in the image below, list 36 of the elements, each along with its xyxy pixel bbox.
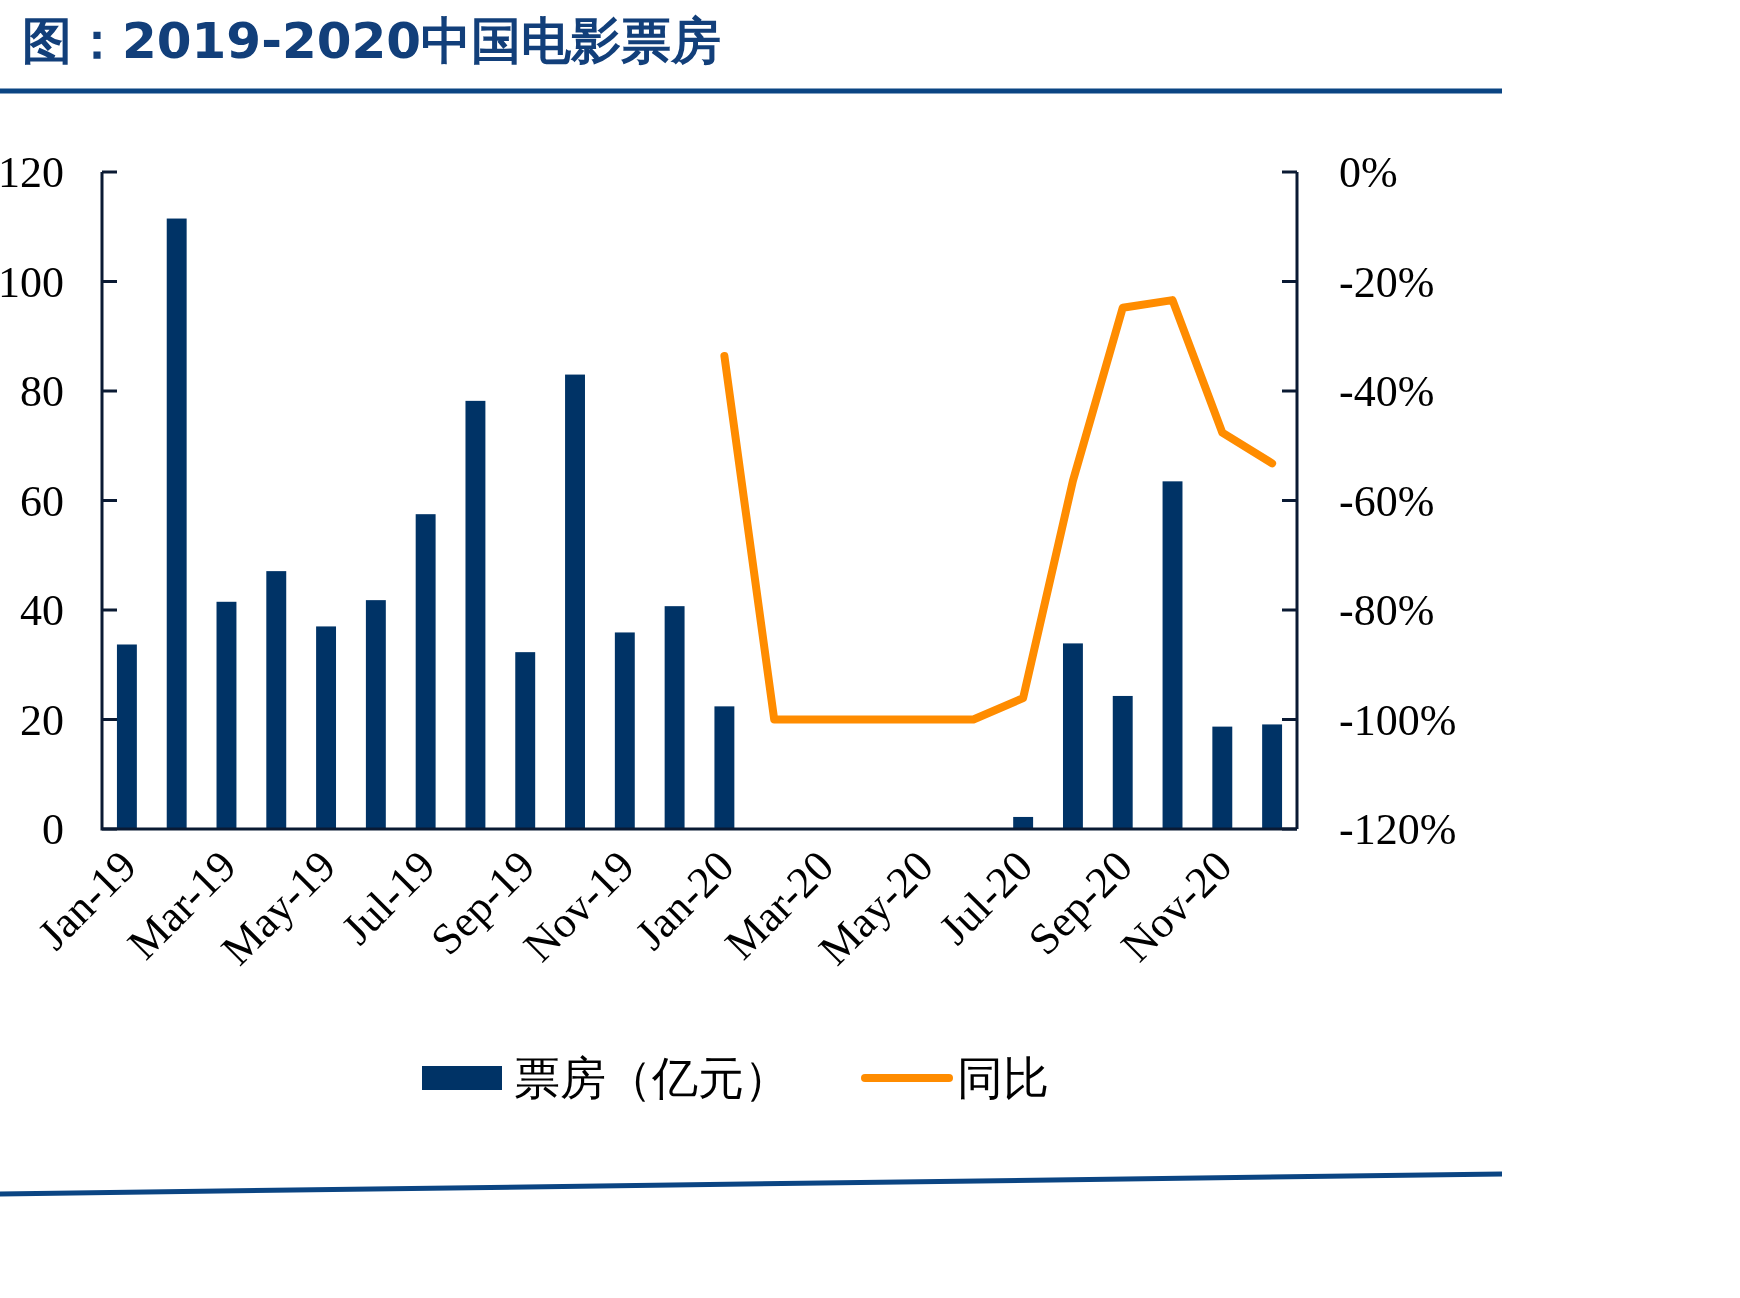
y-tick-label: 100 bbox=[0, 257, 64, 307]
chart-title: 图：2019-2020中国电影票房 bbox=[22, 12, 722, 70]
bar bbox=[614, 632, 635, 829]
bar bbox=[565, 374, 585, 829]
bar bbox=[415, 514, 436, 829]
y2-tick-label: -20% bbox=[1339, 257, 1435, 307]
bar bbox=[664, 606, 685, 829]
bar bbox=[1212, 726, 1233, 829]
y-tick-label: 60 bbox=[20, 476, 64, 526]
bar bbox=[1112, 695, 1133, 829]
bar bbox=[166, 218, 187, 829]
y-tick-label: 80 bbox=[20, 367, 64, 416]
y-tick-label: 0 bbox=[42, 805, 64, 854]
y-tick-label: 20 bbox=[20, 695, 64, 745]
y2-tick-label: -80% bbox=[1339, 586, 1435, 635]
y2-tick-label: -60% bbox=[1339, 476, 1435, 526]
bar bbox=[116, 644, 137, 829]
y2-tick-label: -40% bbox=[1339, 367, 1435, 416]
bar bbox=[1162, 481, 1183, 829]
bar bbox=[266, 571, 287, 829]
bar bbox=[515, 652, 536, 829]
legend-label: 票房（亿元） bbox=[514, 1053, 790, 1104]
bar bbox=[365, 600, 386, 829]
y-tick-label: 120 bbox=[0, 148, 64, 197]
bar bbox=[1262, 724, 1283, 829]
bar bbox=[216, 601, 237, 829]
y-tick-label: 40 bbox=[20, 586, 64, 635]
bar bbox=[316, 626, 337, 829]
bar bbox=[465, 400, 486, 829]
y2-tick-label: 0% bbox=[1339, 148, 1398, 197]
y2-tick-label: -100% bbox=[1339, 695, 1457, 745]
legend-label: 同比 bbox=[957, 1053, 1049, 1104]
bar bbox=[714, 706, 735, 829]
bar bbox=[1062, 643, 1083, 829]
y2-tick-label: -120% bbox=[1339, 805, 1457, 854]
bar bbox=[1013, 816, 1034, 829]
